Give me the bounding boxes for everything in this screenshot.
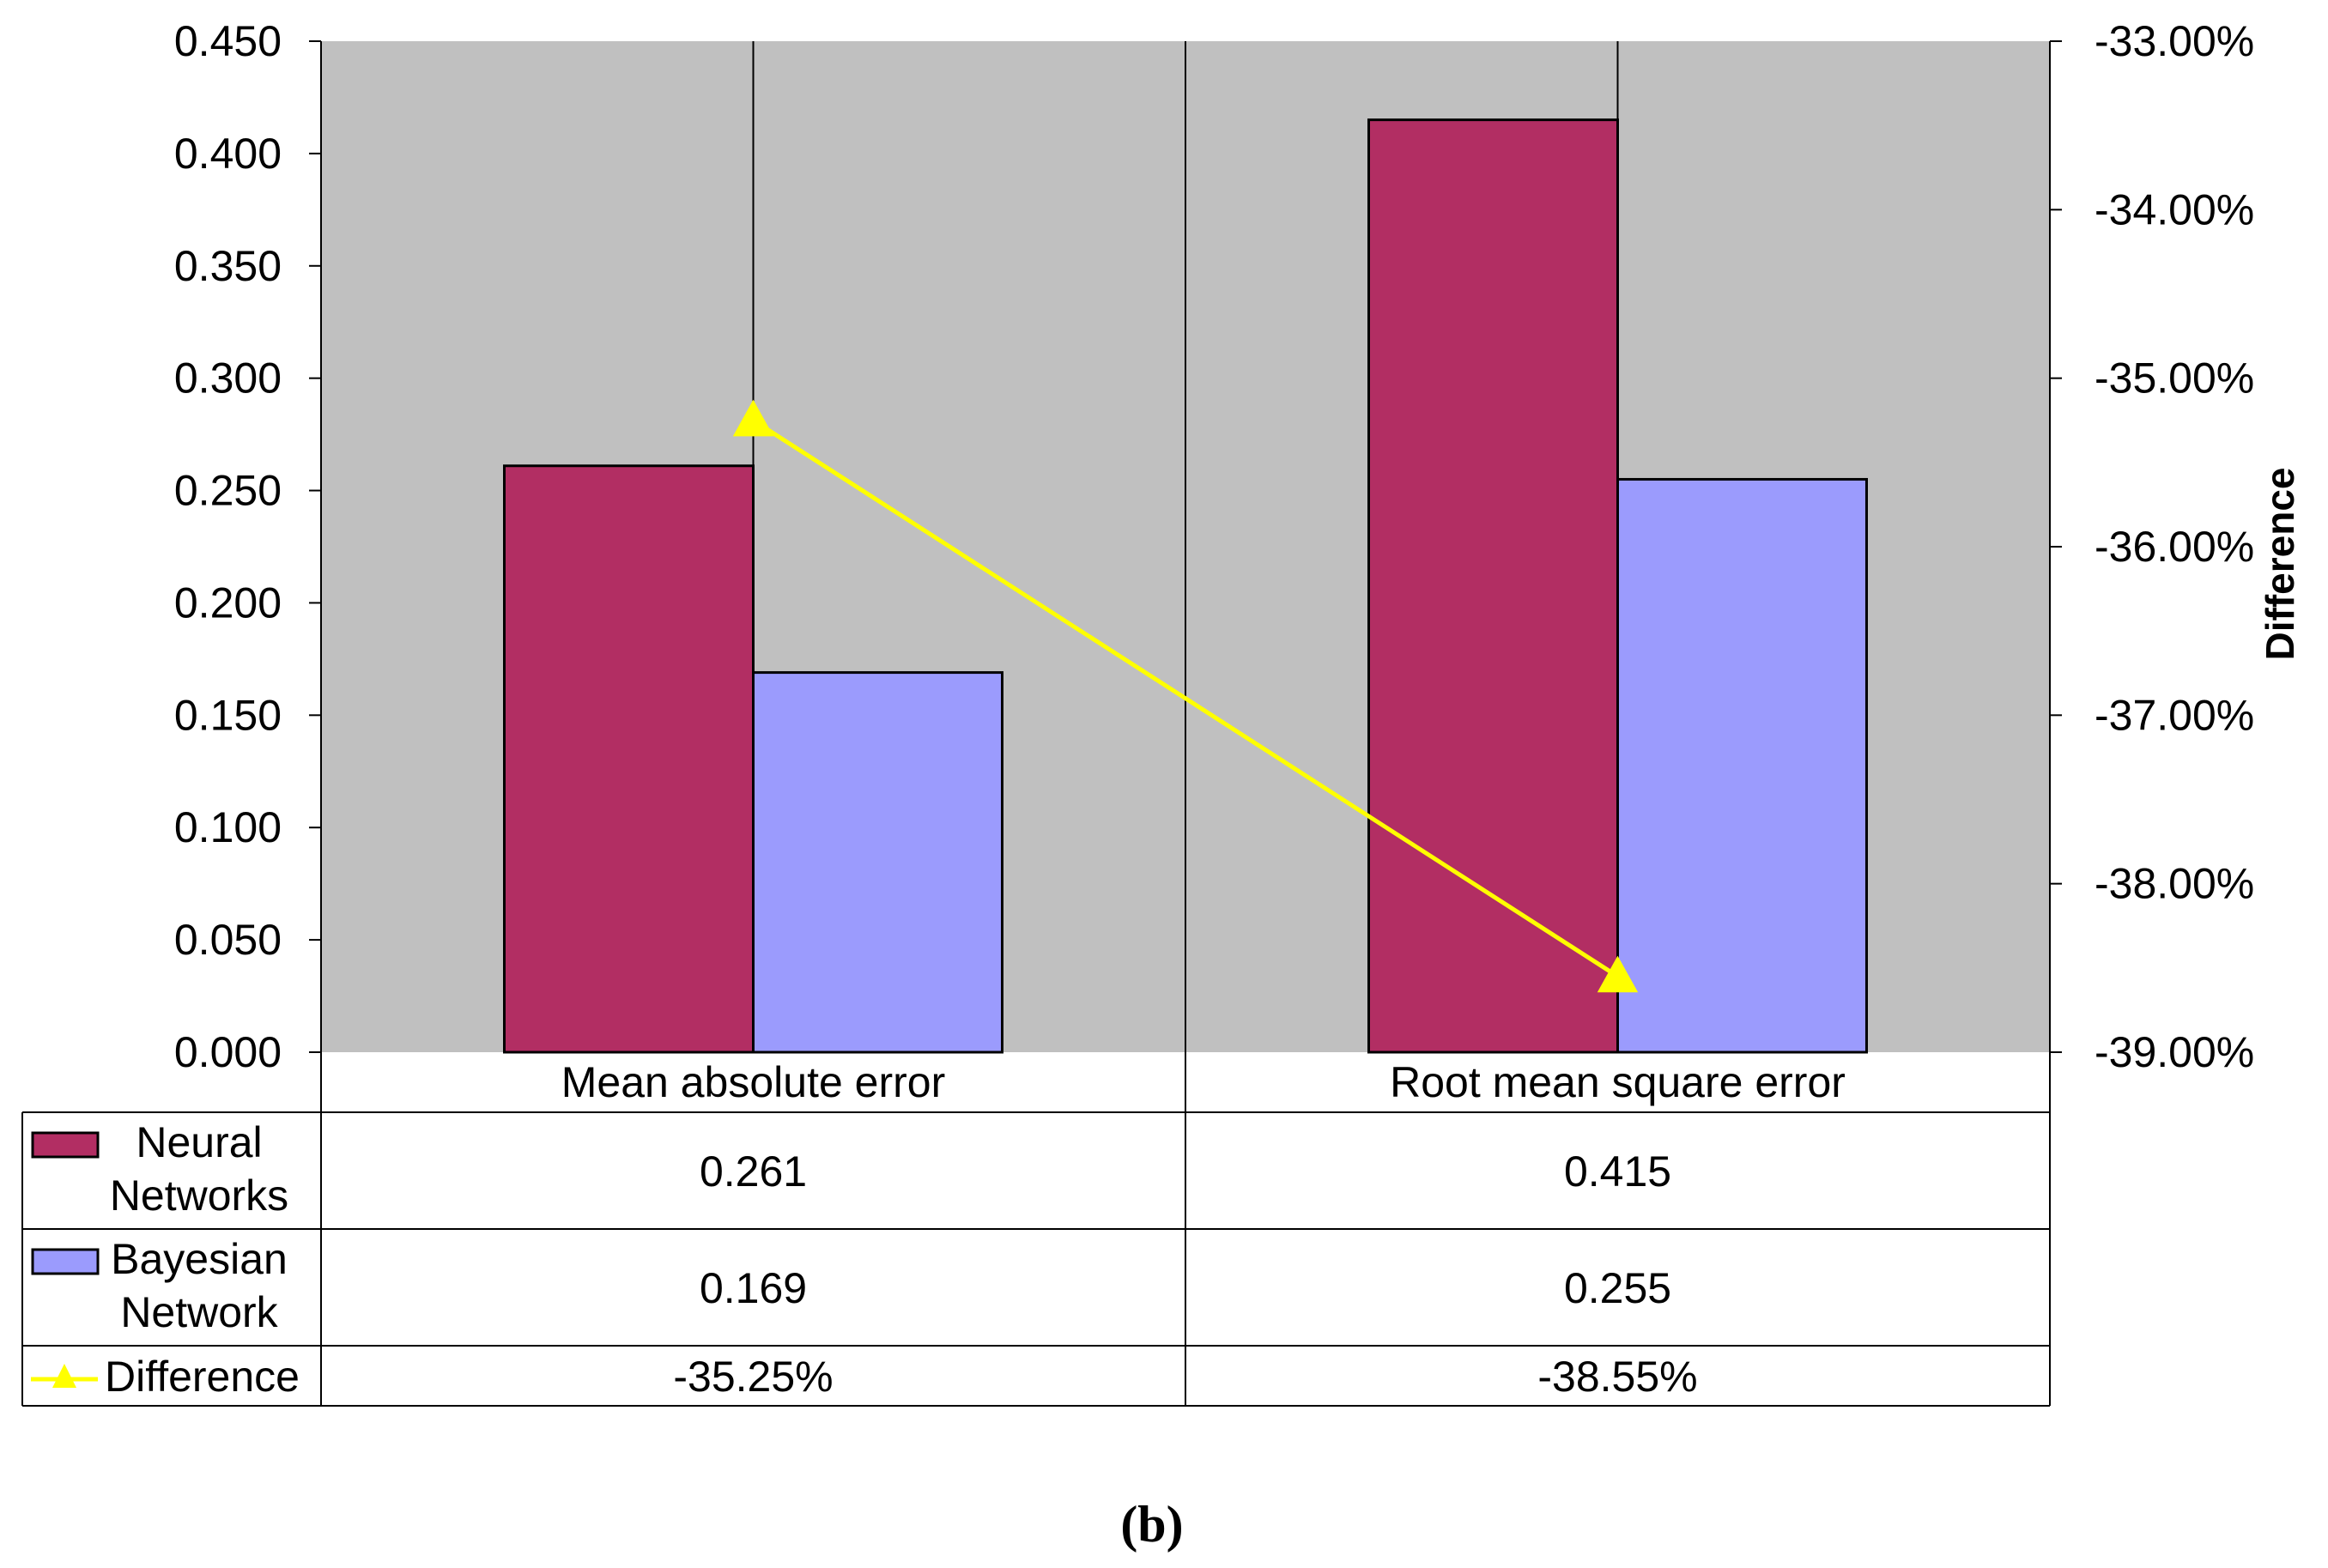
legend-label: Difference — [105, 1353, 300, 1401]
table-value-cell: 0.261 — [700, 1147, 807, 1196]
y2-tick-label: -38.00% — [2095, 860, 2254, 908]
table-value-cell: 0.255 — [1564, 1264, 1671, 1312]
legend-label: Bayesian — [111, 1235, 288, 1283]
difference-line — [732, 399, 1639, 993]
y-tick-label: 0.200 — [174, 578, 282, 627]
bar-bayesian-network — [752, 671, 1003, 1054]
y2-tick-label: -33.00% — [2095, 17, 2254, 65]
bars — [503, 118, 1868, 1054]
y2-tick-label: -37.00% — [2095, 691, 2254, 739]
bar-bayesian-network — [1616, 477, 1868, 1054]
y-tick-label: 0.150 — [174, 691, 282, 739]
x-category-label: Mean absolute error — [561, 1058, 945, 1106]
bar-neural-networks — [503, 464, 755, 1054]
y-tick-label: 0.000 — [174, 1028, 282, 1076]
y-tick-label: 0.250 — [174, 467, 282, 515]
y-tick-label: 0.400 — [174, 130, 282, 178]
legend-key-difference-marker — [52, 1364, 76, 1388]
legend-key-bayesian-network — [31, 1248, 100, 1275]
bar-neural-networks — [1367, 118, 1619, 1054]
data-table: Mean absolute error Root mean square erro… — [21, 1052, 2051, 1407]
figure-caption: (b) — [1120, 1496, 1183, 1553]
y-tick-label: 0.350 — [174, 242, 282, 290]
y2-axis-title: Difference — [2258, 468, 2302, 661]
y-tick-label: 0.100 — [174, 803, 282, 851]
table-value-cell: 0.415 — [1564, 1147, 1671, 1196]
difference-line-path — [752, 418, 1619, 978]
y2-axis-ticks: -39.00% -38.00% -37.00% -36.00% -35.00% -34.0… — [2050, 17, 2254, 1076]
legend-label: Neural — [136, 1118, 262, 1166]
y-tick-label: 0.450 — [174, 17, 282, 65]
difference-marker — [732, 399, 774, 437]
y-tick-label: 0.050 — [174, 916, 282, 964]
table-value-cell: 0.169 — [700, 1264, 807, 1312]
legend-key-neural-networks — [31, 1131, 100, 1159]
table-value-cell: -38.55% — [1537, 1353, 1697, 1401]
table-value-cell: -35.25% — [673, 1353, 833, 1401]
y2-tick-label: -36.00% — [2095, 523, 2254, 571]
y2-tick-label: -35.00% — [2095, 354, 2254, 403]
legend-label: Network — [120, 1288, 278, 1336]
legend-label: Networks — [110, 1171, 288, 1220]
y-axis-ticks: 0.000 0.050 0.100 0.150 0.200 0.250 0.300 0.350… — [174, 17, 321, 1076]
x-category-label: Root mean square error — [1390, 1058, 1846, 1106]
y-tick-label: 0.300 — [174, 354, 282, 403]
y2-tick-label: -34.00% — [2095, 185, 2254, 233]
y2-tick-label: -39.00% — [2095, 1028, 2254, 1076]
difference-marker — [1597, 955, 1639, 993]
